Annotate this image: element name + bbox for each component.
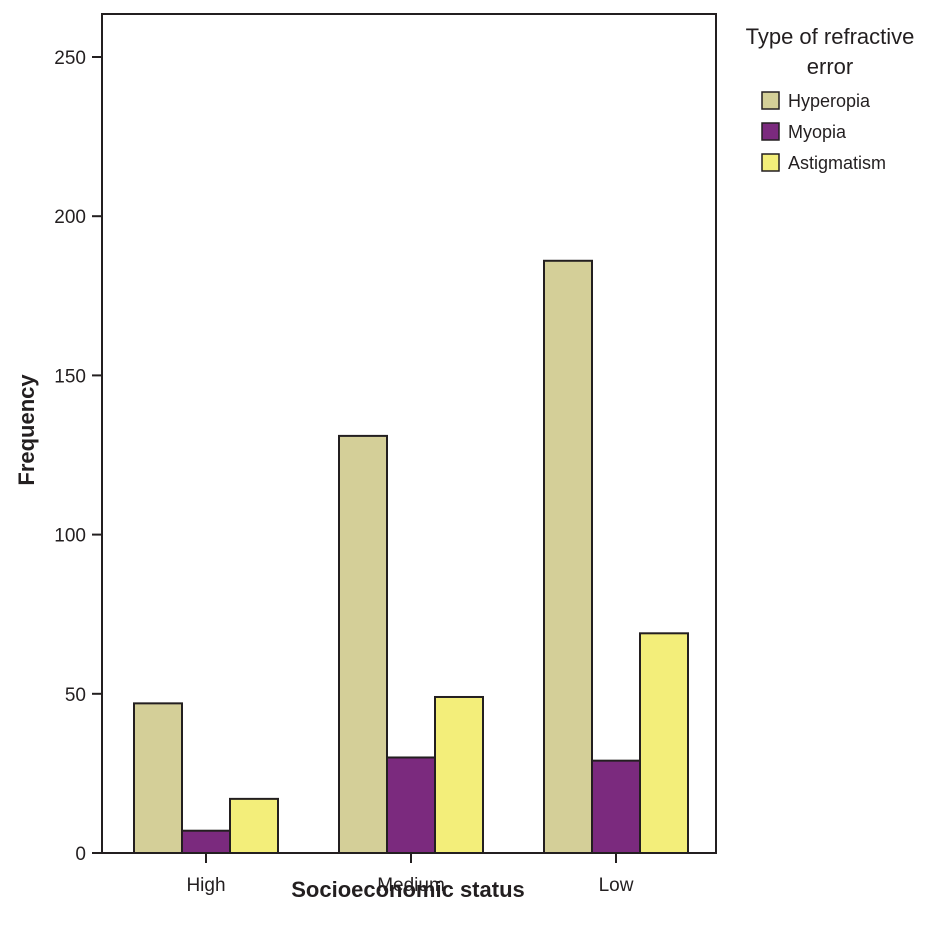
legend-label-astigmatism: Astigmatism (788, 153, 886, 173)
x-tick-label: High (186, 875, 225, 896)
x-axis: High Medium Low (186, 853, 634, 896)
legend-title-line-2: error (807, 54, 853, 79)
x-tick-label: Medium (377, 875, 445, 896)
legend-label-hyperopia: Hyperopia (788, 91, 871, 111)
bars-group (133, 259, 689, 855)
y-tick-label: 100 (54, 526, 86, 547)
bar-hyperopia-medium (338, 434, 388, 854)
legend-swatch-myopia (761, 122, 780, 141)
x-axis-title: Socioeconomic status (291, 877, 525, 902)
bar-astigmatism-low (639, 632, 689, 855)
bar-astigmatism-medium (434, 695, 484, 855)
bar-myopia-low (591, 759, 641, 854)
y-tick-label: 250 (54, 48, 86, 69)
legend-title-line-1: Type of refractive (746, 24, 915, 49)
legend-swatch-hyperopia (761, 91, 780, 110)
legend: Type of refractive error Hyperopia Myopia… (746, 24, 915, 173)
bar-hyperopia-high (133, 702, 183, 854)
y-tick-label: 150 (54, 366, 86, 387)
legend-label-myopia: Myopia (788, 122, 847, 142)
y-tick-label: 50 (65, 685, 86, 706)
bar-myopia-medium (386, 756, 436, 854)
bar-myopia-high (181, 829, 231, 854)
y-axis-title: Frequency (14, 374, 39, 486)
legend-swatch-astigmatism (761, 153, 780, 172)
y-tick-label: 200 (54, 207, 86, 228)
bar-hyperopia-low (543, 259, 593, 854)
legend-items: Hyperopia Myopia Astigmatism (761, 91, 886, 173)
y-axis: 0 50 100 150 200 250 (54, 48, 102, 865)
y-tick-label: 0 (75, 844, 86, 865)
x-tick-label: Low (599, 875, 634, 896)
plot-frame (101, 13, 717, 854)
bar-astigmatism-high (229, 797, 279, 855)
